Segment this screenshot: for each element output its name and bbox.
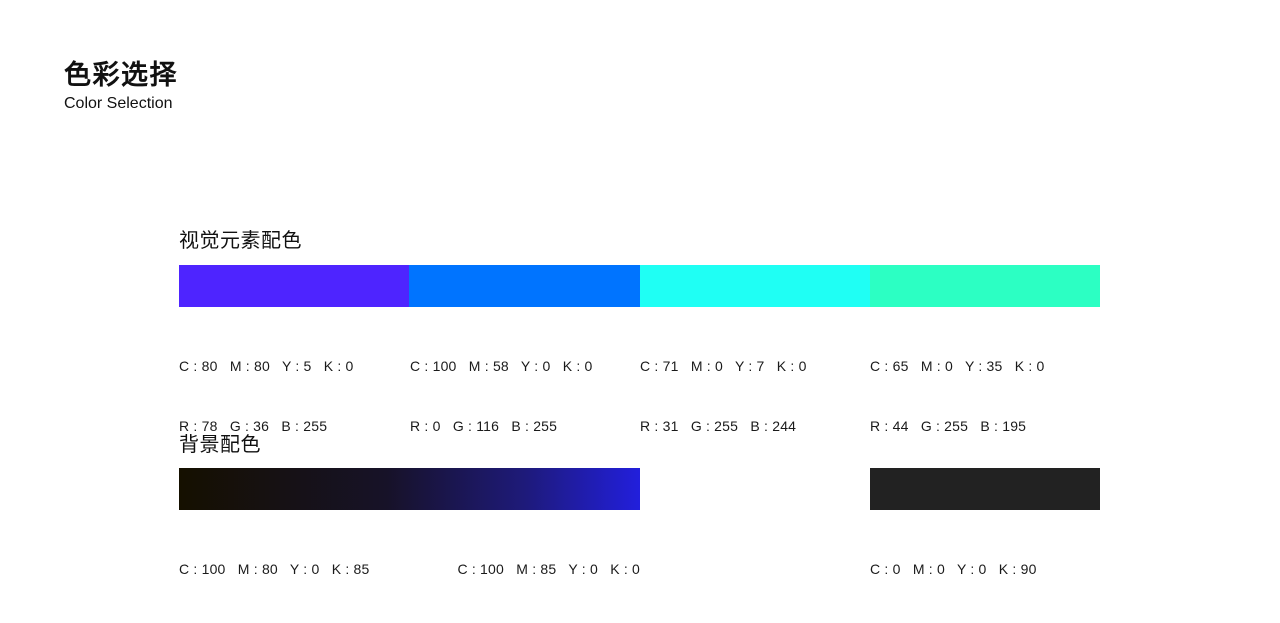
gradient-right-cmyk: C : 100 M : 85 Y : 0 K : 0 (457, 561, 640, 577)
swatch-cyan (639, 265, 870, 307)
solid-swatch-rgb: R : 34 G : 34 B : 34 (870, 619, 1037, 623)
gradient-right-rgb: R : 34 G : 31 B : 220 (410, 619, 640, 623)
background-gradient-swatch (179, 468, 640, 510)
gradient-right-values: C : 100 M : 85 Y : 0 K : 0 R : 34 G : 31… (410, 519, 640, 623)
swatch-mint-green-rgb: R : 44 G : 255 B : 195 (870, 418, 1027, 434)
visual-swatch-bar (179, 265, 1100, 307)
page-title: 色彩选择 (64, 60, 178, 90)
swatch-blue-values: C : 100 M : 58 Y : 0 K : 0 R : 0 G : 116… (410, 316, 593, 476)
gradient-left-values: C : 100 M : 80 Y : 0 K : 85 R : 21 G : 1… (179, 519, 370, 623)
swatch-mint-green-values: C : 65 M : 0 Y : 35 K : 0 R : 44 G : 255… (870, 316, 1045, 476)
background-section-label: 背景配色 (179, 434, 261, 456)
swatch-mint-green-cmyk: C : 65 M : 0 Y : 35 K : 0 (870, 358, 1045, 374)
page-subtitle: Color Selection (64, 95, 173, 112)
swatch-purple-rgb: R : 78 G : 36 B : 255 (179, 418, 328, 434)
swatch-cyan-cmyk: C : 71 M : 0 Y : 7 K : 0 (640, 358, 807, 374)
swatch-cyan-rgb: R : 31 G : 255 B : 244 (640, 418, 797, 434)
solid-swatch-cmyk: C : 0 M : 0 Y : 0 K : 90 (870, 561, 1037, 577)
swatch-cyan-values: C : 71 M : 0 Y : 7 K : 0 R : 31 G : 255 … (640, 316, 807, 476)
swatch-purple-values: C : 80 M : 80 Y : 5 K : 0 R : 78 G : 36 … (179, 316, 354, 476)
gradient-left-cmyk: C : 100 M : 80 Y : 0 K : 85 (179, 561, 370, 577)
solid-swatch-values: C : 0 M : 0 Y : 0 K : 90 R : 34 G : 34 B… (870, 519, 1037, 623)
swatch-blue-rgb: R : 0 G : 116 B : 255 (410, 418, 558, 434)
swatch-blue (409, 265, 640, 307)
swatch-purple-cmyk: C : 80 M : 80 Y : 5 K : 0 (179, 358, 354, 374)
page-header: 色彩选择 Color Selection (64, 58, 178, 114)
swatch-blue-cmyk: C : 100 M : 58 Y : 0 K : 0 (410, 358, 593, 374)
swatch-mint-green (869, 265, 1100, 307)
visual-section-label: 视觉元素配色 (179, 230, 302, 252)
gradient-left-rgb: R : 21 G : 16 B : 0 (179, 619, 370, 623)
swatch-purple (179, 265, 410, 307)
background-solid-swatch (870, 468, 1100, 510)
